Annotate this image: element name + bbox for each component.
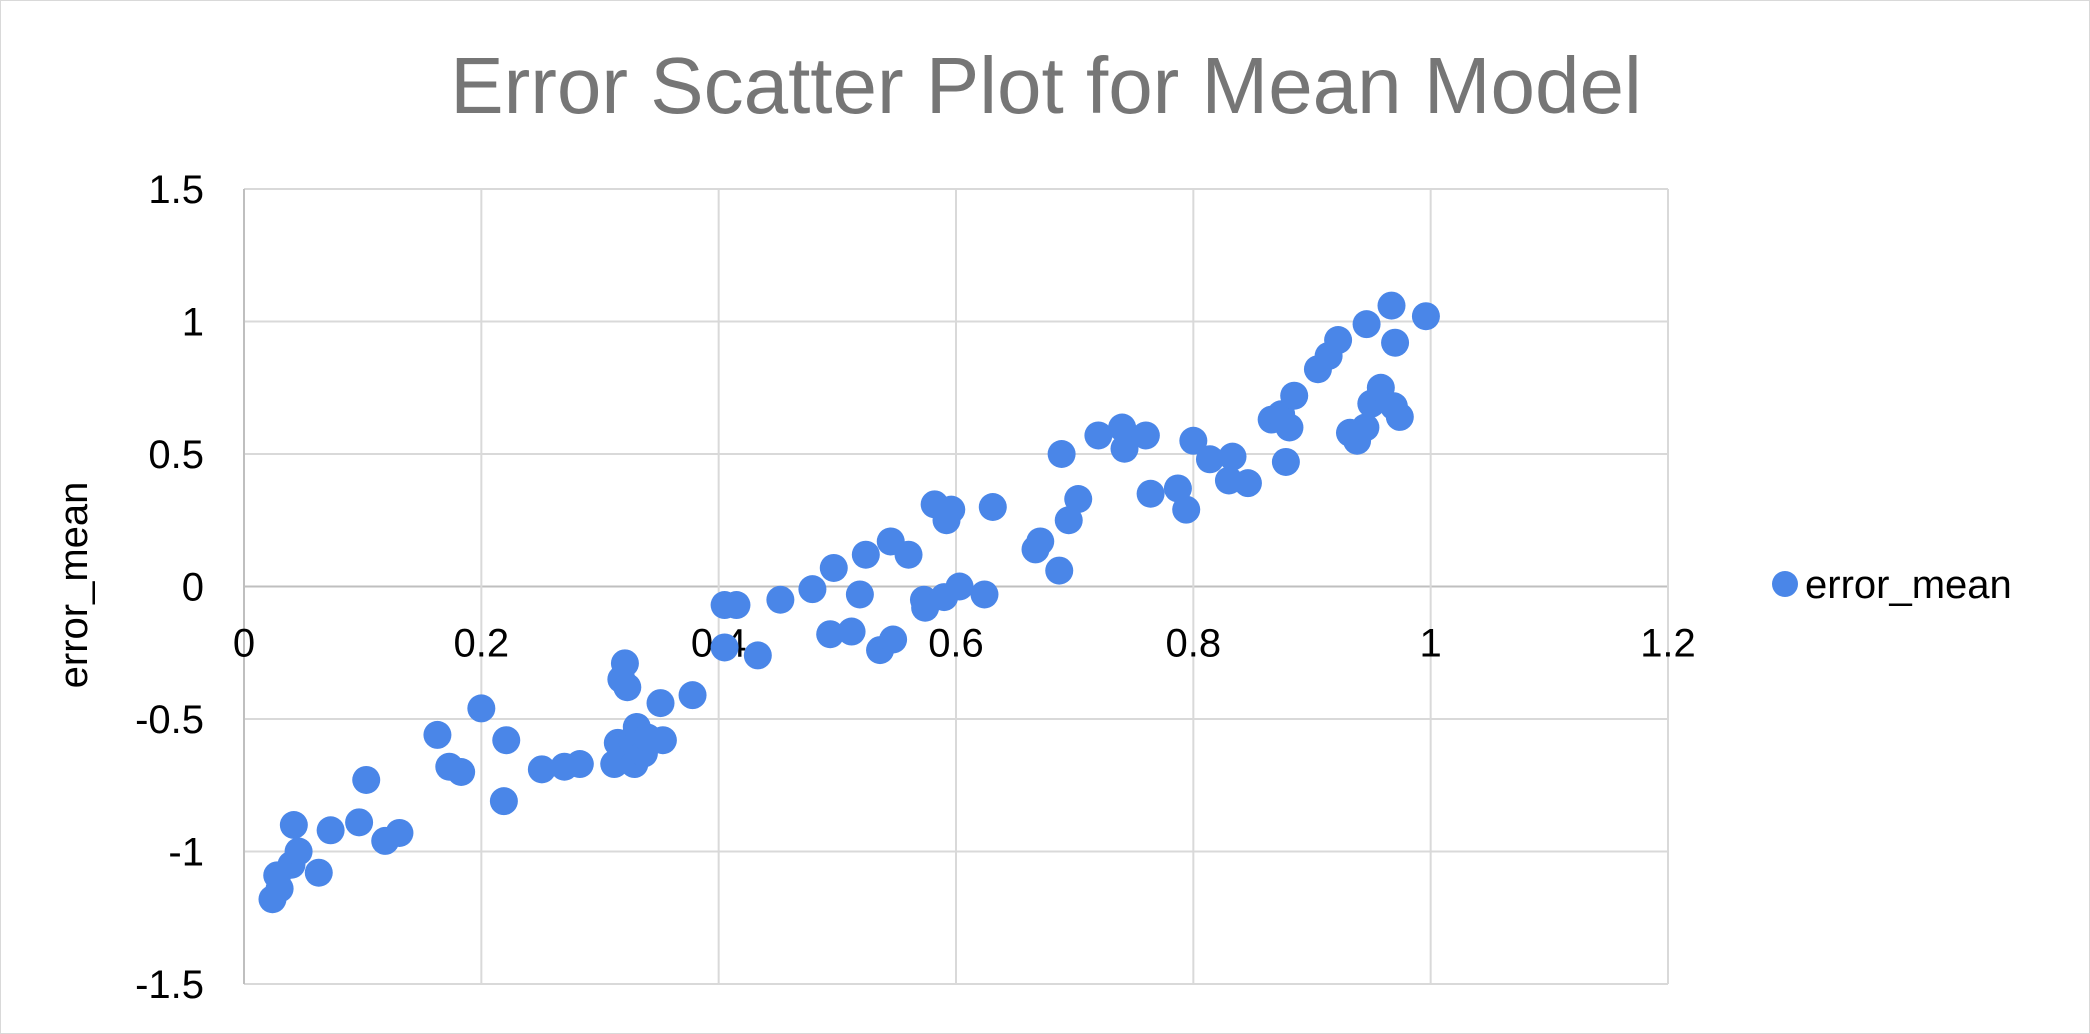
y-tick-label: -1.5 [135,963,204,1007]
y-tick-label: -0.5 [135,698,204,742]
data-point [1172,495,1201,524]
data-point [352,765,381,794]
data-point [279,811,308,839]
data-point [565,750,594,779]
data-point [1280,381,1309,410]
data-point [1084,421,1113,450]
y-tick-label: 1 [182,301,204,345]
y-tick-label: -1 [168,831,204,875]
data-point [1047,440,1076,468]
data-point [945,572,974,601]
data-point [1352,310,1381,339]
data-point [678,681,707,710]
data-point [1233,469,1262,498]
data-point [894,540,923,569]
data-point [648,726,677,755]
data-point [710,633,739,662]
chart-title: Error Scatter Plot for Mean Model [450,41,1642,130]
x-tick-label: 0.8 [1166,622,1222,666]
data-point [613,673,642,702]
data-point [1108,413,1137,442]
data-point [845,580,874,609]
data-point [304,858,333,887]
data-point [447,758,476,786]
data-point [600,750,629,779]
legend-label: error_mean [1805,563,2012,607]
data-point [345,808,374,837]
data-point [879,625,908,654]
x-axis-ticks: 00.20.40.60.811.2 [233,622,1696,666]
data-point [1179,426,1208,455]
x-tick-label: 0.2 [454,622,510,666]
x-tick-label: 1 [1420,622,1442,666]
y-tick-label: 0.5 [148,433,204,477]
data-point [851,540,880,569]
data-point [766,585,795,614]
y-tick-label: 1.5 [148,168,204,212]
data-point [1411,302,1440,331]
y-axis-ticks: 1.5 1 0.5 0 -0.5 -1 -1.5 [135,168,204,1007]
data-point [284,837,313,866]
data-point [1045,556,1074,585]
data-point [837,617,866,646]
y-tick-label: 0 [182,566,204,610]
data-point [1218,442,1247,471]
data-point [1026,527,1055,556]
data-point [978,493,1007,521]
data-point [1385,402,1414,431]
data-points [258,291,1440,914]
data-point [527,755,556,784]
data-point [937,495,966,524]
data-point [423,720,452,749]
x-tick-label: 0 [233,622,255,666]
data-point [1381,328,1410,357]
data-point [1131,421,1160,450]
x-tick-label: 1.2 [1640,622,1696,666]
data-point [1163,474,1192,503]
data-point [489,787,518,816]
data-point [798,575,827,604]
data-point [1351,413,1380,442]
data-point [816,620,845,649]
x-tick-label: 0.6 [928,622,984,666]
data-point [1064,485,1093,514]
data-point [467,694,496,723]
legend: error_mean [1772,563,2012,607]
legend-marker-icon [1772,571,1798,597]
y-axis-label: error_mean [52,482,96,689]
data-point [1195,445,1224,474]
data-point [722,591,751,620]
data-point [970,580,999,609]
data-point [385,818,414,847]
data-point [610,649,639,678]
gridlines [243,188,1669,985]
data-point [492,726,521,755]
data-point [1324,326,1353,355]
data-point [1136,479,1165,508]
data-point [819,553,848,582]
data-point [1054,506,1083,535]
data-point [1110,434,1139,463]
data-point [1275,413,1304,442]
data-point [1377,291,1406,320]
data-point [646,689,675,718]
data-point [316,816,345,845]
data-point [1271,447,1300,476]
data-point [743,641,772,670]
